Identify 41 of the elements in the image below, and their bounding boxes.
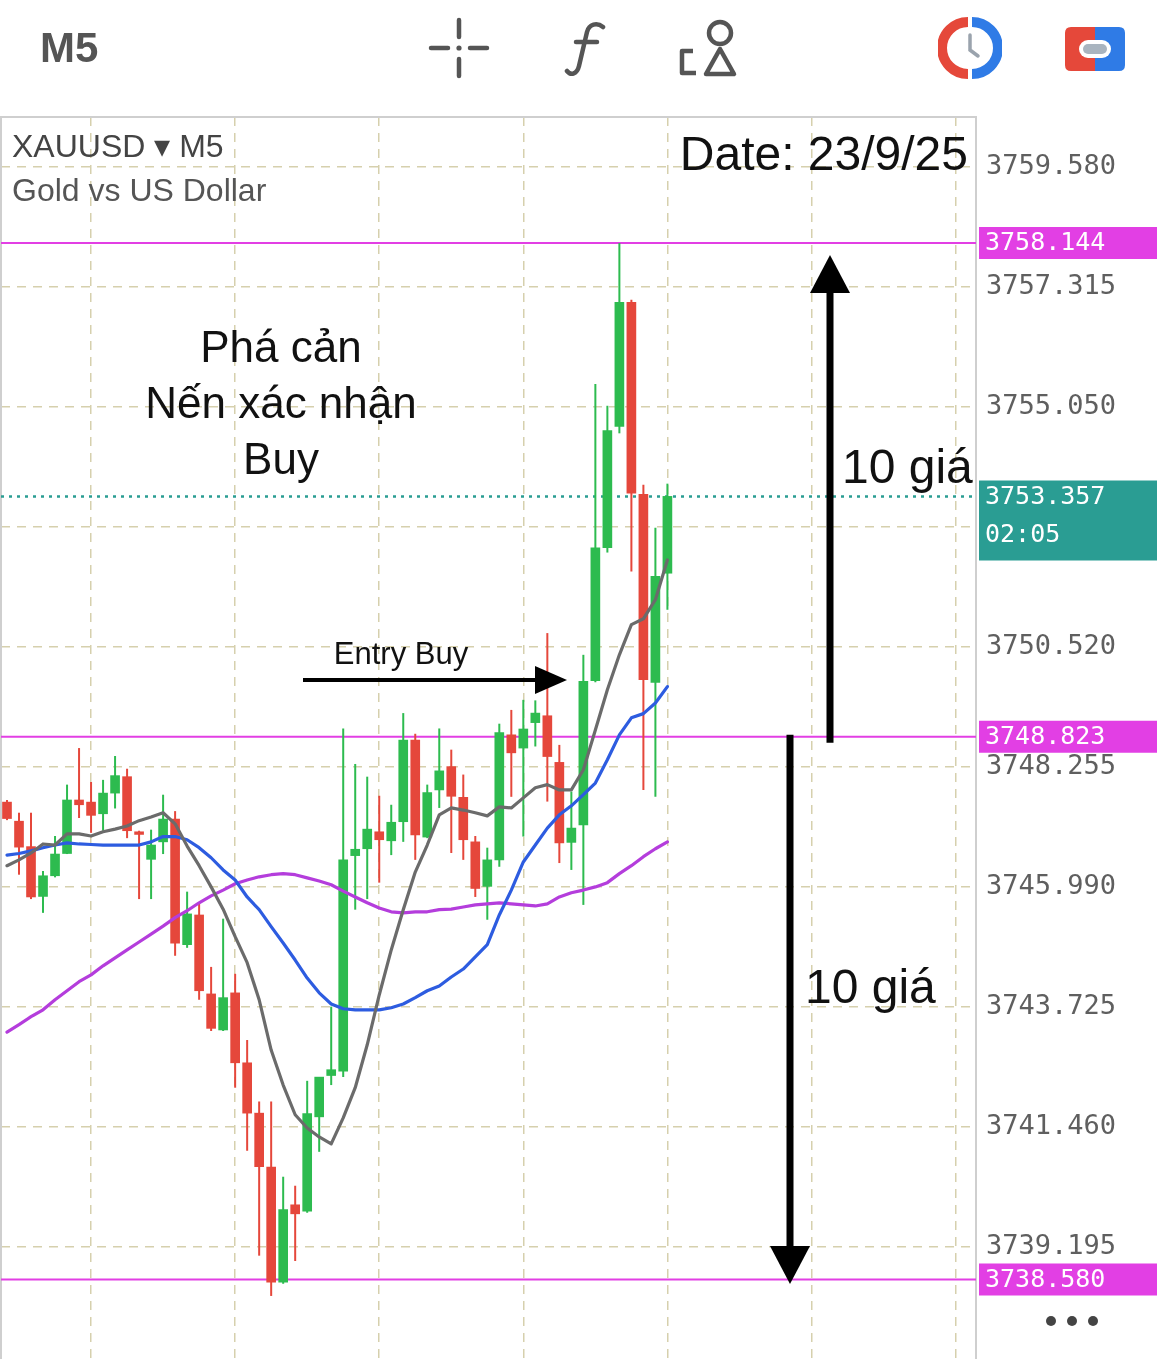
candlestick: [38, 870, 48, 914]
candlestick: [98, 778, 108, 832]
y-tick-label: 3743.725: [986, 988, 1117, 1020]
y-tick-label: 3745.990: [986, 868, 1117, 900]
candlestick: [74, 747, 84, 820]
chart-title: XAUUSD ▾ M5: [12, 127, 224, 164]
candlestick: [374, 794, 385, 884]
text: 10 giá: [842, 440, 974, 494]
y-tick-label: 3739.195: [986, 1228, 1117, 1260]
candlestick: [566, 790, 577, 871]
ref-line-label: 3758.144: [985, 227, 1106, 257]
candlestick: [50, 835, 60, 879]
ref-line-label: 3753.357 02:05: [985, 481, 1106, 549]
y-tick-label: 3755.050: [986, 388, 1117, 420]
candlestick: [362, 775, 373, 901]
ref-line-label: 3748.823: [985, 721, 1106, 751]
annotation: Phá cản Nến xác nhận Buy: [145, 322, 417, 484]
candlestick: [506, 708, 517, 798]
candlestick: [434, 727, 445, 809]
candlestick: [530, 699, 541, 748]
text: Gold vs US Dollar: [12, 171, 267, 208]
candlestick: [326, 1005, 337, 1087]
candlestick: [350, 762, 361, 911]
y-tick-label: 3750.520: [986, 628, 1117, 660]
candlestick: [386, 803, 397, 857]
y-tick-label: 3757.315: [986, 268, 1117, 300]
y-tick-label: 3748.255: [986, 748, 1117, 780]
candlestick: [2, 798, 12, 822]
candlestick: [146, 828, 156, 901]
text: 10 giá: [805, 960, 937, 1014]
candlestick: [110, 755, 120, 810]
ref-line-label: 3738.580: [985, 1264, 1106, 1294]
candlestick: [86, 780, 96, 834]
y-tick-label: 3741.460: [986, 1108, 1117, 1140]
candlestick: [290, 1184, 301, 1262]
text: Date: 23/9/25: [679, 127, 968, 181]
candlestick: [518, 698, 529, 838]
annotation: Entry Buy: [333, 635, 469, 671]
candlestick: [134, 829, 144, 901]
text: M5: [40, 24, 99, 72]
y-tick-label: 3759.580: [986, 148, 1117, 180]
